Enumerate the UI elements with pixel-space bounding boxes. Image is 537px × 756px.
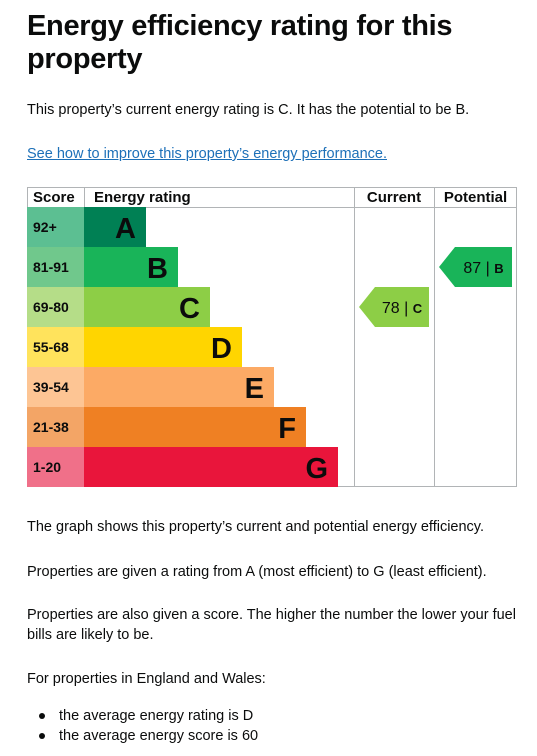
average-rating-item: the average energy rating is D [27, 706, 258, 726]
score-range-f: 21-38 [33, 419, 69, 435]
band-letter-g: G [305, 453, 328, 485]
score-range-b: 81-91 [33, 259, 69, 275]
score-cell-b [27, 247, 84, 287]
score-range-e: 39-54 [33, 379, 69, 395]
improve-energy-link[interactable]: See how to improve this property’s energ… [27, 146, 387, 162]
band-bar-a [84, 207, 146, 247]
current-rating-arrow [359, 287, 429, 327]
column-header: Score [33, 189, 75, 206]
score-range-c: 69-80 [33, 299, 69, 315]
column-header: Potential [444, 189, 507, 206]
score-description: Properties are also given a score. The h… [27, 607, 516, 643]
page-title: Energy efficiency rating for this proper… [27, 10, 453, 75]
band-bar-b [84, 247, 178, 287]
column-header: Current [367, 189, 421, 206]
current-rating-label: 78 | C [382, 300, 423, 317]
averages-list: the average energy rating is D the avera… [27, 706, 258, 746]
band-letter-d: D [211, 333, 232, 365]
energy-rating-chart: Score Energy rating Current Potential 92+ A 81… [27, 187, 517, 487]
graph-description: The graph shows this property’s current … [27, 519, 485, 535]
band-letter-e: E [245, 373, 264, 405]
score-cell-d [27, 327, 84, 367]
band-letter-f: F [278, 413, 296, 445]
score-cell-g [27, 447, 84, 487]
score-cell-c [27, 287, 84, 327]
score-cell-e [27, 367, 84, 407]
band-letter-c: C [179, 293, 200, 325]
band-letter-b: B [147, 253, 168, 285]
band-letter-a: A [115, 213, 136, 245]
score-range-g: 1-20 [33, 459, 61, 475]
rating-description: Properties are given a rating from A (mo… [27, 564, 487, 580]
potential-rating-label: 87 | B [463, 260, 503, 277]
band-bar-f [84, 407, 306, 447]
potential-rating-arrow [439, 247, 512, 287]
score-range-d: 55-68 [33, 339, 69, 355]
score-cell-a [27, 207, 84, 247]
band-bar-e [84, 367, 274, 407]
rating-summary: This property’s current energy rating is… [27, 102, 470, 118]
england-wales-intro: For properties in England and Wales: [27, 671, 266, 687]
column-header: Energy rating [94, 189, 191, 206]
score-range-a: 92+ [33, 219, 57, 235]
band-bar-g [84, 447, 338, 487]
band-bar-c [84, 287, 210, 327]
band-bar-d [84, 327, 242, 367]
score-cell-f [27, 407, 84, 447]
average-score-item: the average energy score is 60 [27, 726, 258, 746]
